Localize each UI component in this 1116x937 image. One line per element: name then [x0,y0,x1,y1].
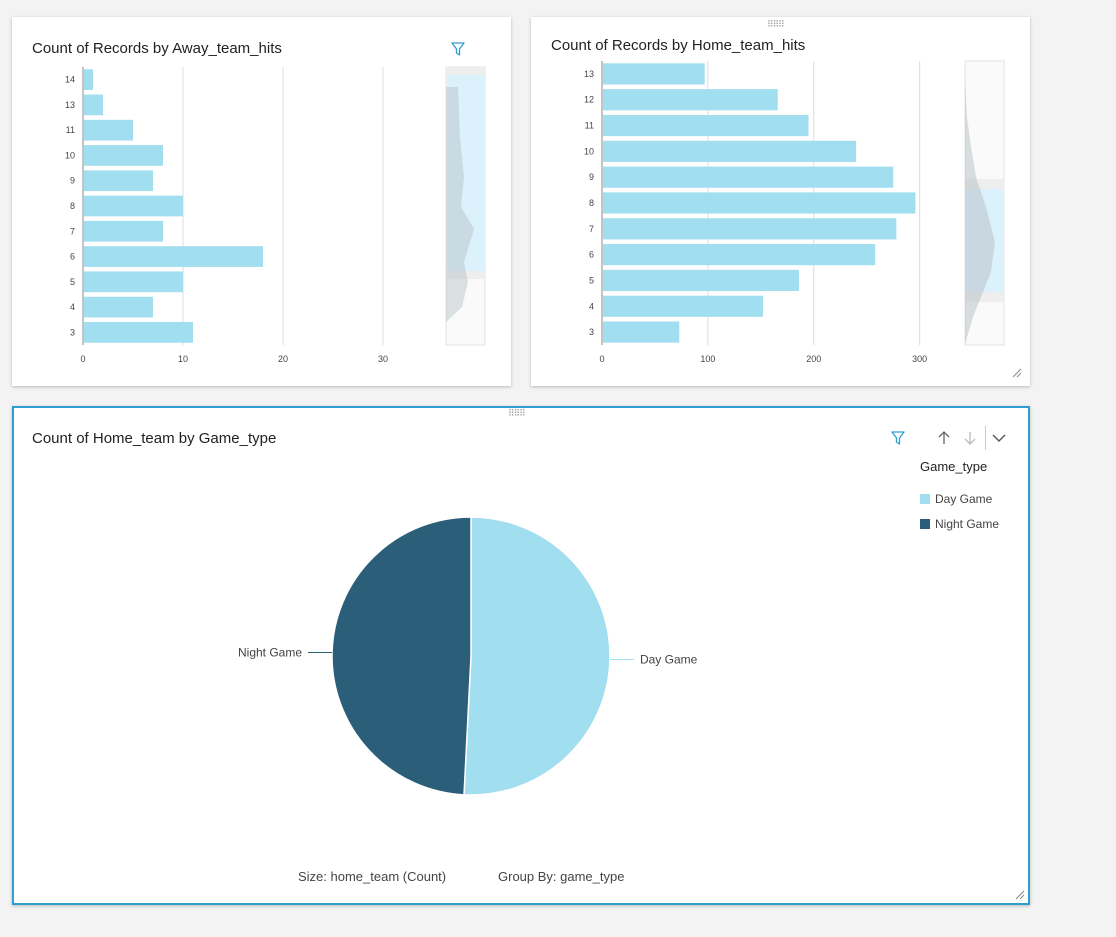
y-tick-label: 5 [589,275,594,285]
resize-grip-icon[interactable] [1015,890,1025,900]
slider-handle-top[interactable] [966,179,1004,189]
bar[interactable] [603,244,876,266]
y-tick-label: 3 [70,327,75,337]
y-tick-label: 6 [70,252,75,262]
footer-group-label: Group By: game_type [498,869,625,884]
bar[interactable] [603,114,809,137]
filter-icon[interactable] [890,430,906,446]
bar-plot-area: 0 100 200 300 13 12 11 10 9 8 7 6 5 4 3 [584,61,927,364]
away-zoom-slider[interactable] [445,66,486,346]
pie-slice-day-game[interactable] [463,516,611,796]
resize-grip-icon[interactable] [498,373,507,382]
resize-grip-icon [1012,368,1022,378]
slice-label: Day Game [640,652,698,666]
y-tick-label: 4 [70,302,75,312]
bar[interactable] [603,192,916,214]
y-tick-label: 10 [584,146,594,156]
bar[interactable] [84,119,133,141]
y-tick-label: 13 [65,100,75,110]
bar[interactable] [84,94,103,116]
y-tick-label: 14 [65,75,75,85]
x-tick-label: 100 [700,354,715,364]
y-tick-label: 4 [589,301,594,311]
y-tick-label: 11 [66,125,75,135]
game-type-pie-card[interactable]: ⠿⠿⠿ Count of Home_team by Game_type Game… [12,406,1030,905]
bar[interactable] [603,89,778,111]
y-tick-label: 6 [589,250,594,260]
drag-handle-icon[interactable]: ⠿⠿⠿ [508,408,526,418]
legend-title: Game_type [920,459,988,474]
y-tick-label: 8 [70,201,75,211]
x-tick-label: 10 [178,354,188,364]
home-chart-title: Count of Records by Home_team_hits [551,37,806,54]
legend-label: Day Game [935,492,993,506]
arrow-up-icon[interactable] [936,430,952,446]
slider-handle-bottom[interactable] [966,292,1004,302]
bar[interactable] [603,140,857,162]
bar[interactable] [84,69,93,90]
y-tick-label: 7 [589,224,594,234]
bar[interactable] [603,218,897,240]
game-type-pie-chart: Day Game Night Game [238,516,698,796]
x-tick-label: 300 [912,354,927,364]
y-tick-label: 9 [589,172,594,182]
y-tick-label: 5 [70,277,75,287]
y-tick-label: 13 [584,69,594,79]
x-tick-label: 20 [278,354,288,364]
y-tick-label: 10 [65,150,75,160]
bar[interactable] [603,166,894,188]
slice-label: Night Game [238,646,302,660]
bar[interactable] [84,322,193,343]
y-tick-label: 12 [584,95,594,105]
away-chart-title: Count of Records by Away_team_hits [32,40,282,57]
y-tick-label: 3 [589,327,594,337]
x-tick-label: 200 [806,354,821,364]
bar[interactable] [84,170,153,192]
legend-label: Night Game [935,517,1000,531]
footer-size-label: Size: home_team (Count) [298,869,447,884]
bar-plot-area: 0 10 20 30 14 13 11 10 9 8 7 6 5 4 3 [65,67,388,364]
bar[interactable] [603,269,799,292]
y-tick-label: 11 [585,121,594,131]
bar[interactable] [84,296,153,318]
x-tick-label: 0 [599,354,604,364]
bar[interactable] [84,145,163,166]
bar[interactable] [603,321,680,343]
bar[interactable] [84,220,163,242]
pie-slice-night-game[interactable] [331,516,472,796]
home-zoom-slider[interactable] [964,60,1005,346]
away-hits-chart-card[interactable]: Count of Records by Away_team_hits 0 10 20… [12,17,511,386]
drag-handle-icon[interactable]: ⠿⠿⠿ [767,19,785,29]
slider-handle-top[interactable] [447,67,485,75]
legend-swatch [920,519,930,529]
legend-item-night-game[interactable]: Night Game [920,517,999,531]
chevron-down-icon[interactable] [991,430,1007,446]
home-hits-bar-chart: 0 100 200 300 13 12 11 10 9 8 7 6 5 4 3 [584,60,1022,378]
away-hits-bar-chart: 0 10 20 30 14 13 11 10 9 8 7 6 5 4 3 [65,66,486,364]
pie-chart-title: Count of Home_team by Game_type [32,430,277,447]
x-tick-label: 30 [378,354,388,364]
legend-swatch [920,494,930,504]
arrow-down-icon[interactable] [962,430,978,446]
filter-icon[interactable] [450,41,466,57]
y-tick-label: 9 [70,176,75,186]
bar[interactable] [603,295,763,317]
toolbar-divider [985,426,986,450]
bar[interactable] [84,246,263,267]
x-tick-label: 0 [80,354,85,364]
bar[interactable] [84,195,183,217]
bar[interactable] [603,63,705,85]
y-tick-label: 8 [589,198,594,208]
legend-item-day-game[interactable]: Day Game [920,492,992,506]
bar[interactable] [84,271,183,293]
y-tick-label: 7 [70,226,75,236]
home-hits-chart-card[interactable]: ⠿⠿⠿ Count of Records by Home_team_hits 0… [531,17,1030,386]
